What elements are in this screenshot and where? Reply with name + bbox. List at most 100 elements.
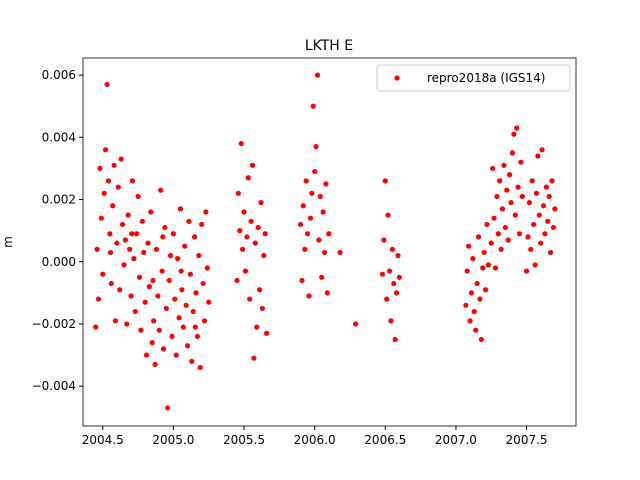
data-point [388,318,394,324]
data-point [237,228,243,234]
data-point [184,343,191,349]
data-point [474,280,480,287]
data-point [391,280,397,287]
data-point [194,333,201,340]
data-point [504,187,510,193]
data-point [200,280,206,287]
data-point [477,296,483,302]
data-point [538,240,544,246]
data-point [186,218,192,224]
data-point [539,147,545,153]
data-point [248,218,254,224]
data-point [193,290,199,296]
data-point [166,277,172,284]
data-point [324,290,330,296]
data-point [114,240,120,246]
data-point [111,162,117,168]
data-point [531,221,537,228]
y-axis-label: m [1,236,15,248]
data-point [167,252,174,259]
data-point [128,293,134,299]
data-point [136,274,143,280]
data-point [201,318,208,324]
data-point [234,277,240,284]
data-point [97,165,103,172]
data-point [158,187,164,193]
data-point [515,184,521,190]
data-point [494,193,500,200]
data-point [172,296,178,302]
data-point [509,150,516,156]
data-point [240,246,246,252]
data-point [323,181,329,187]
data-point [152,361,158,368]
data-point [353,321,359,327]
data-point [386,268,393,274]
data-point [519,193,525,200]
data-point [180,324,186,330]
data-point [542,231,548,237]
data-point [150,277,156,284]
data-point [175,256,181,262]
data-point [107,249,114,256]
data-point [316,237,322,243]
data-point [160,346,167,352]
data-point [138,327,144,333]
data-point [146,284,152,290]
data-point [497,178,503,184]
data-point [101,190,107,196]
data-point [206,299,212,305]
data-point [505,237,511,243]
data-point [532,262,538,268]
data-point [463,302,469,308]
data-point [307,215,314,221]
x-tick-label: 2006.0 [294,433,336,447]
data-point [535,153,541,159]
data-point [525,234,531,240]
data-point [485,262,492,268]
data-point [151,318,157,324]
data-point [103,147,109,153]
data-point [241,209,247,215]
data-point [129,178,136,184]
data-point [540,203,547,209]
data-point [160,234,166,240]
data-point [495,231,501,237]
chart-title: LKTH E [305,38,353,54]
data-point [244,234,250,240]
y-tick-label: 0.000 [42,255,76,269]
data-point [170,231,177,237]
data-point [100,271,106,277]
data-point [501,162,507,168]
data-point [381,237,387,243]
data-point [492,265,499,271]
data-point [478,336,484,343]
data-point [135,193,141,200]
data-point [299,277,305,284]
data-point [131,256,137,262]
data-point [261,252,267,259]
data-point [547,249,554,256]
data-point [189,358,195,364]
data-point [173,352,179,358]
data-point [546,193,552,200]
data-point [125,212,131,218]
data-point [314,72,321,78]
data-point [112,318,119,324]
data-point [393,290,400,296]
data-point [119,221,126,228]
data-point [526,200,532,206]
y-tick-label: 0.006 [42,68,76,82]
data-point [176,315,182,321]
data-point [482,287,489,293]
legend-box [376,64,571,92]
data-point [197,364,203,371]
data-point [302,246,308,252]
data-point [321,249,328,256]
data-point [255,224,261,231]
data-point [183,302,189,308]
data-point [98,215,104,221]
data-point [132,308,138,315]
data-point [536,212,542,218]
